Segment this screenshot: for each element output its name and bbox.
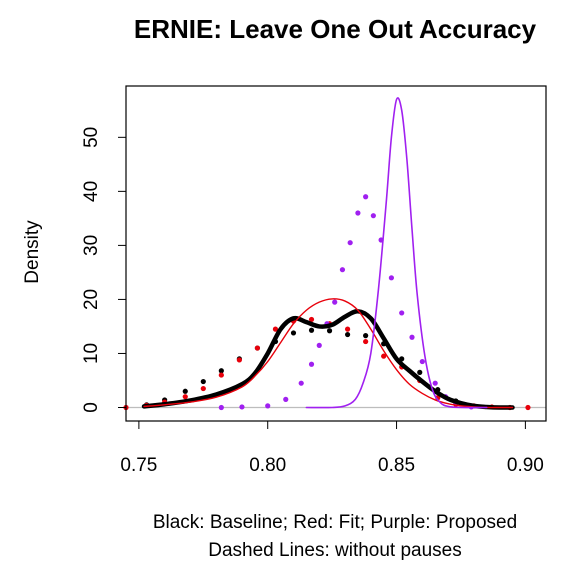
x-tick-label: 0.80	[249, 455, 286, 476]
fit-without-pauses-point	[363, 338, 369, 345]
proposed-without-pauses-point	[388, 275, 394, 281]
proposed-line	[305, 97, 488, 409]
fit-without-pauses-point	[182, 394, 188, 400]
y-axis-label: Density	[22, 220, 43, 284]
baseline-without-pauses-point	[290, 330, 297, 336]
y-tick-label: 10	[81, 343, 102, 364]
plot-frame	[125, 85, 547, 422]
caption-line-2: Dashed Lines: without pauses	[208, 540, 462, 561]
proposed-without-pauses-point	[265, 403, 271, 409]
baseline-without-pauses-point	[363, 333, 369, 339]
y-tick-label: 30	[81, 235, 102, 256]
axes: 0.75 0.80 0.85 0.90 0 10 20 30 40 50	[81, 127, 544, 476]
fit-without-pauses-point	[200, 385, 206, 392]
fit-without-pauses-point	[254, 345, 261, 351]
proposed-without-pauses-point	[419, 358, 425, 365]
proposed-without-pauses-point	[339, 267, 346, 273]
proposed-without-pauses-point	[283, 396, 289, 402]
proposed-without-pauses-point	[399, 310, 405, 316]
proposed-without-pauses-point	[355, 210, 361, 216]
caption-line-1: Black: Baseline; Red: Fit; Purple: Propo…	[153, 512, 517, 533]
fit-without-pauses-point	[308, 316, 315, 323]
fit-without-pauses-point	[525, 404, 531, 411]
proposed-without-pauses-point	[316, 342, 322, 348]
fit-without-pauses-point	[344, 326, 351, 332]
chart-title: ERNIE: Leave One Out Accuracy	[134, 14, 537, 44]
baseline-without-pauses-point	[218, 368, 224, 374]
fit-without-pauses-point	[381, 353, 387, 359]
baseline-without-pauses-point	[417, 369, 423, 375]
baseline-without-pauses-point	[326, 328, 333, 334]
proposed-without-pauses-point	[239, 404, 245, 410]
baseline-without-pauses-point	[308, 327, 315, 333]
fit-without-pauses-point	[218, 372, 224, 378]
proposed-without-pauses-point	[370, 213, 376, 219]
baseline-without-pauses-point	[344, 331, 351, 338]
baseline-without-pauses-point	[200, 378, 206, 385]
y-tick-label: 0	[81, 402, 102, 413]
plot-area	[123, 97, 546, 411]
x-tick-label: 0.75	[120, 455, 157, 476]
proposed-without-pauses-point	[409, 334, 415, 340]
proposed-without-pauses-point	[298, 380, 304, 386]
proposed-without-pauses-point	[332, 299, 338, 305]
fit-line	[143, 298, 514, 409]
fit-without-pauses-point	[272, 326, 279, 332]
proposed-without-pauses-point	[432, 380, 438, 386]
x-tick-label: 0.90	[507, 455, 544, 476]
x-tick-label: 0.85	[378, 455, 415, 476]
proposed-without-pauses-point	[363, 194, 369, 200]
proposed-without-pauses-point	[308, 361, 315, 367]
y-tick-label: 20	[81, 289, 102, 310]
baseline-line	[141, 309, 515, 410]
y-tick-label: 50	[81, 127, 102, 148]
baseline-without-pauses-point	[182, 388, 188, 394]
y-tick-label: 40	[81, 181, 102, 202]
proposed-without-pauses-point	[347, 240, 353, 246]
proposed-without-pauses-point	[218, 404, 224, 411]
fit-without-pauses-point	[236, 357, 242, 363]
